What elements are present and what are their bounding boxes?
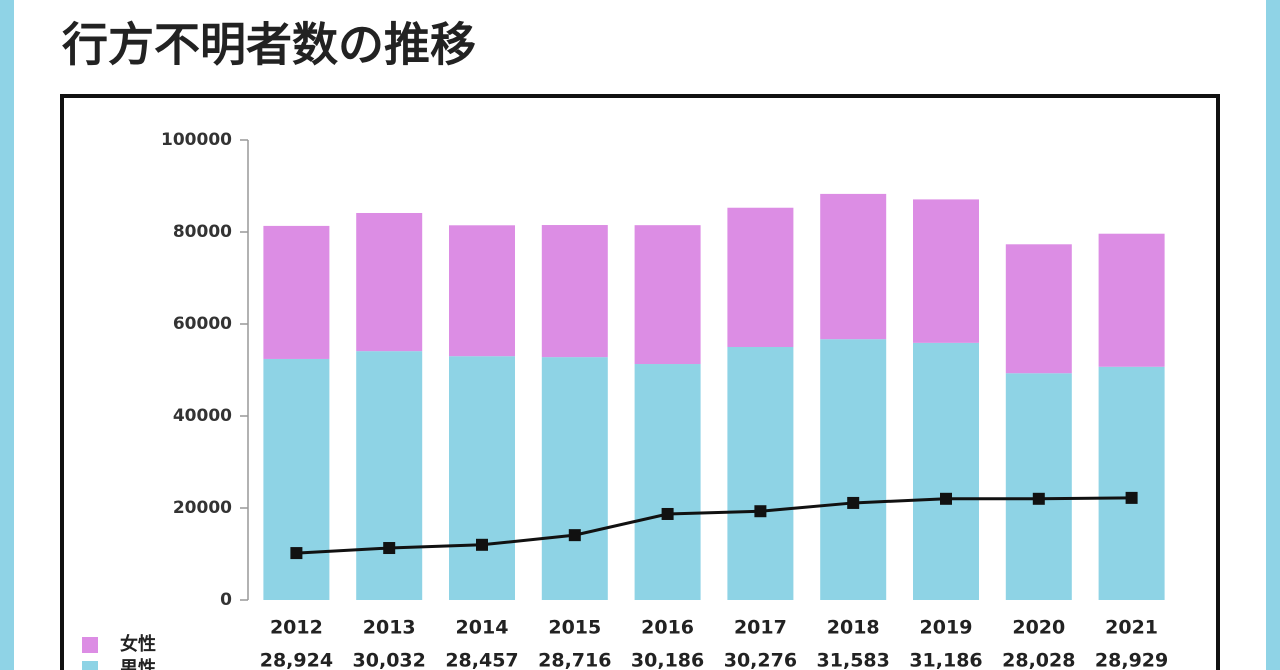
value-label: 28,929	[1095, 650, 1168, 670]
line-marker	[940, 492, 952, 505]
bar	[634, 364, 701, 600]
bar	[820, 193, 887, 340]
bar	[1005, 373, 1072, 600]
line-marker	[1125, 491, 1138, 504]
bar	[541, 225, 608, 358]
line-marker	[754, 505, 767, 518]
x-tick-label: 2021	[1105, 617, 1158, 639]
bar	[356, 212, 423, 352]
bar	[1098, 366, 1165, 600]
line	[296, 496, 1132, 555]
x-tick-label: 2018	[827, 617, 880, 639]
value-label: 30,276	[724, 650, 797, 670]
value-label: 30,032	[353, 650, 426, 670]
bar	[541, 357, 608, 600]
bar	[820, 339, 887, 600]
y-tick-label: 40000	[173, 406, 232, 426]
value-label: 28,457	[445, 650, 518, 670]
x-tick-label: 2015	[548, 617, 601, 639]
x-tick-label: 2020	[1012, 617, 1065, 639]
bar	[263, 358, 330, 600]
x-tick-label: 2016	[641, 617, 694, 639]
value-label: 28,924	[260, 650, 333, 670]
y-tick-label: 0	[220, 590, 232, 610]
y-tick-label: 100000	[161, 130, 232, 150]
x-tick-label: 2014	[456, 617, 509, 639]
value-label: 28,716	[538, 650, 611, 670]
x-tick-label: 2012	[270, 617, 323, 639]
x-tick-label: 2019	[920, 617, 973, 639]
x-tick-label: 2017	[734, 617, 787, 639]
bar	[449, 356, 515, 600]
x-tick-label: 2013	[363, 617, 416, 639]
bar	[634, 225, 701, 365]
value-label: 31,583	[817, 650, 890, 670]
chart-title: 行方不明者数の推移	[62, 18, 476, 72]
bar	[913, 199, 979, 343]
bar	[356, 351, 423, 600]
y-tick-label: 80000	[173, 222, 232, 242]
line-marker	[847, 496, 860, 509]
legend-label: 女性	[120, 633, 156, 655]
line-marker	[568, 529, 581, 542]
bar	[727, 207, 794, 347]
value-label: 30,186	[631, 650, 704, 670]
bar	[1098, 233, 1165, 367]
bar	[1005, 244, 1072, 374]
line-marker	[1032, 492, 1045, 505]
line-marker	[476, 538, 488, 551]
bar	[913, 342, 979, 600]
y-tick-label: 60000	[173, 314, 232, 334]
legend-label: 男性	[120, 657, 156, 670]
y-tick-label: 20000	[173, 498, 232, 518]
legend-swatch	[82, 637, 98, 653]
legend-swatch	[82, 661, 98, 670]
line-marker	[661, 507, 674, 520]
chart-frame	[60, 94, 1220, 670]
line-marker	[290, 547, 303, 560]
value-label: 31,186	[909, 650, 982, 670]
bar	[263, 225, 330, 359]
bar	[727, 347, 794, 600]
line-marker	[383, 542, 396, 555]
bar	[449, 225, 515, 357]
value-label: 28,028	[1002, 650, 1075, 670]
